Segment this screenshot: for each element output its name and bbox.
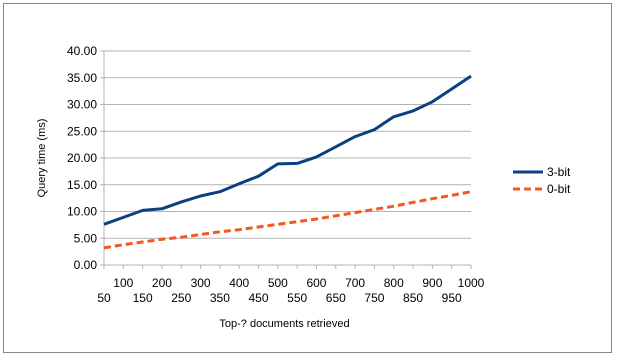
x-tick-label: 950 bbox=[442, 291, 462, 305]
x-tick-label: 750 bbox=[364, 291, 384, 305]
x-tick-label: 400 bbox=[229, 276, 249, 290]
y-tick-label: 40.00 bbox=[67, 44, 97, 58]
y-tick-labels: 0.00 5.00 10.00 15.00 20.00 25.00 30.00 35.00 40… bbox=[67, 44, 97, 272]
x-tick-label: 100 bbox=[113, 276, 133, 290]
x-tick-label: 50 bbox=[97, 291, 111, 305]
series-line-3-bit bbox=[103, 74, 472, 226]
x-tick-label: 150 bbox=[133, 291, 153, 305]
x-tick-label: 300 bbox=[191, 276, 211, 290]
y-tick-label: 0.00 bbox=[74, 258, 98, 272]
axes bbox=[100, 50, 472, 269]
x-tick-label: 650 bbox=[326, 291, 346, 305]
x-tick-label: 700 bbox=[345, 276, 365, 290]
x-tick-label: 550 bbox=[287, 291, 307, 305]
series-line-0-bit bbox=[103, 190, 472, 250]
legend-label-0-bit: 0-bit bbox=[547, 182, 571, 196]
x-tick-label: 600 bbox=[306, 276, 326, 290]
x-tick-label: 1000 bbox=[458, 276, 485, 290]
x-tick-label: 250 bbox=[171, 291, 191, 305]
y-axis-title: Query time (ms) bbox=[36, 119, 48, 198]
y-tick-label: 10.00 bbox=[67, 205, 97, 219]
x-tick-label: 200 bbox=[152, 276, 172, 290]
x-tick-labels: 100 200 300 400 500 600 700 800 900 1000 50 150 250 3… bbox=[97, 276, 484, 305]
legend: 3-bit 0-bit bbox=[513, 165, 571, 196]
series-lines bbox=[103, 74, 472, 250]
y-tick-label: 35.00 bbox=[67, 71, 97, 85]
x-tick-label: 350 bbox=[210, 291, 230, 305]
x-tick-label: 500 bbox=[268, 276, 288, 290]
x-tick-label: 900 bbox=[422, 276, 442, 290]
x-tick-label: 850 bbox=[403, 291, 423, 305]
x-tick-label: 800 bbox=[384, 276, 404, 290]
y-tick-label: 20.00 bbox=[67, 151, 97, 165]
y-tick-label: 5.00 bbox=[74, 231, 98, 245]
y-tick-label: 30.00 bbox=[67, 98, 97, 112]
legend-label-3-bit: 3-bit bbox=[547, 165, 571, 179]
gridlines bbox=[104, 50, 471, 266]
y-tick-label: 15.00 bbox=[67, 178, 97, 192]
y-tick-label: 25.00 bbox=[67, 124, 97, 138]
x-tick-label: 450 bbox=[249, 291, 269, 305]
x-axis-title: Top-? documents retrieved bbox=[219, 318, 349, 330]
